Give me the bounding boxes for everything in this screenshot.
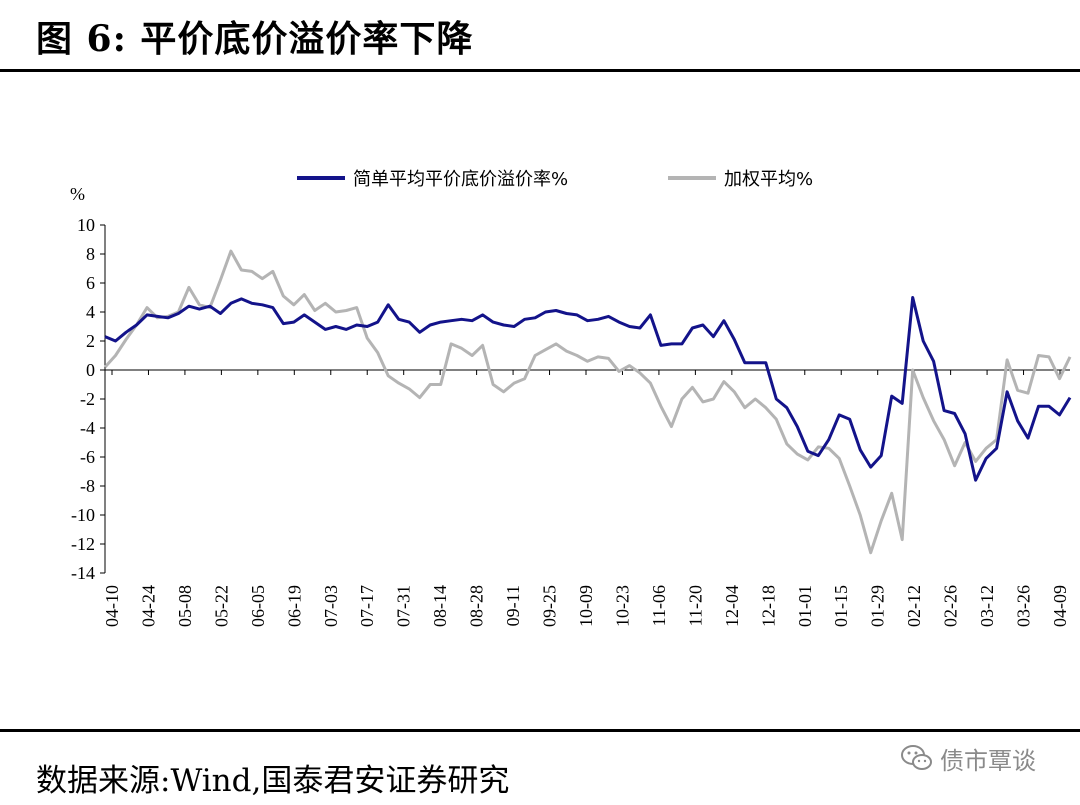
y-tick-label: 8 (86, 244, 95, 264)
y-tick-label: 6 (86, 273, 95, 293)
y-tick-label: -10 (71, 505, 95, 525)
source-note: 数据来源:Wind,国泰君安证券研究 (36, 763, 510, 799)
legend-label: 加权平均% (724, 169, 813, 190)
axes: 10 8 6 4 2 0 -2 -4 -6 -8 -10 -12 -14 04-10 04-24 05-08 0… (71, 215, 1070, 627)
y-tick-label: -8 (80, 476, 95, 496)
x-tick-label: 04-09 (1050, 585, 1070, 627)
x-tick-label: 04-24 (138, 585, 158, 627)
x-tick-label: 07-03 (321, 585, 341, 627)
y-tick-label: 2 (86, 331, 95, 351)
y-tick-label: -12 (71, 534, 95, 554)
watermark-text: 债市覃谈 (940, 746, 1036, 775)
chart: 简单平均平价底价溢价率% 加权平均% % 10 8 6 4 2 0 -2 -4 -6 -8 -10 -1… (70, 169, 1072, 627)
x-tick-label: 04-10 (102, 585, 122, 627)
wechat-icon (901, 745, 932, 770)
y-tick-label: -2 (80, 389, 95, 409)
x-tick-label: 12-04 (722, 585, 742, 627)
x-tick-label: 12-18 (758, 585, 778, 627)
x-tick-label: 01-01 (795, 585, 815, 627)
legend: 简单平均平价底价溢价率% 加权平均% (297, 169, 813, 190)
series-group (103, 249, 1072, 555)
y-axis-unit-label: % (70, 184, 85, 204)
x-tick-label: 07-17 (357, 585, 377, 627)
x-tick-label: 02-26 (941, 585, 961, 627)
x-tick-label: 06-05 (248, 585, 268, 627)
x-tick-label: 03-12 (977, 585, 997, 627)
y-tick-label: -4 (80, 418, 95, 438)
watermark: 债市覃谈 (900, 740, 1036, 776)
x-tick-label: 11-20 (685, 585, 705, 626)
series-line-weighted-average (103, 249, 1072, 555)
y-tick-label: 4 (86, 302, 95, 322)
series-line-simple-average (104, 296, 1072, 482)
x-tick-label: 09-11 (503, 585, 523, 626)
x-tick-label: 09-25 (540, 585, 560, 627)
y-tick-label: -14 (71, 563, 95, 583)
x-tick-label: 01-29 (868, 585, 888, 627)
x-tick-label: 11-06 (649, 585, 669, 626)
x-tick-label: 02-12 (904, 585, 924, 627)
y-tick-label: 10 (77, 215, 95, 235)
x-tick-label: 03-26 (1014, 585, 1034, 627)
x-tick-label: 10-23 (612, 585, 632, 627)
x-tick-label: 01-15 (831, 585, 851, 627)
x-tick-label: 06-19 (284, 585, 304, 627)
x-tick-label: 07-31 (394, 585, 414, 627)
x-tick-label: 08-14 (430, 585, 450, 627)
bottom-divider (0, 729, 1080, 732)
x-tick-label: 10-09 (576, 585, 596, 627)
x-tick-label: 05-08 (175, 585, 195, 627)
x-tick-label: 08-28 (467, 585, 487, 627)
y-tick-label: 0 (86, 360, 95, 380)
y-tick-label: -6 (80, 447, 95, 467)
figure-title: 图 6: 平价底价溢价率下降 (36, 18, 474, 60)
x-tick-label: 05-22 (211, 585, 231, 627)
top-divider (0, 69, 1080, 72)
legend-label: 简单平均平价底价溢价率% (353, 169, 568, 190)
